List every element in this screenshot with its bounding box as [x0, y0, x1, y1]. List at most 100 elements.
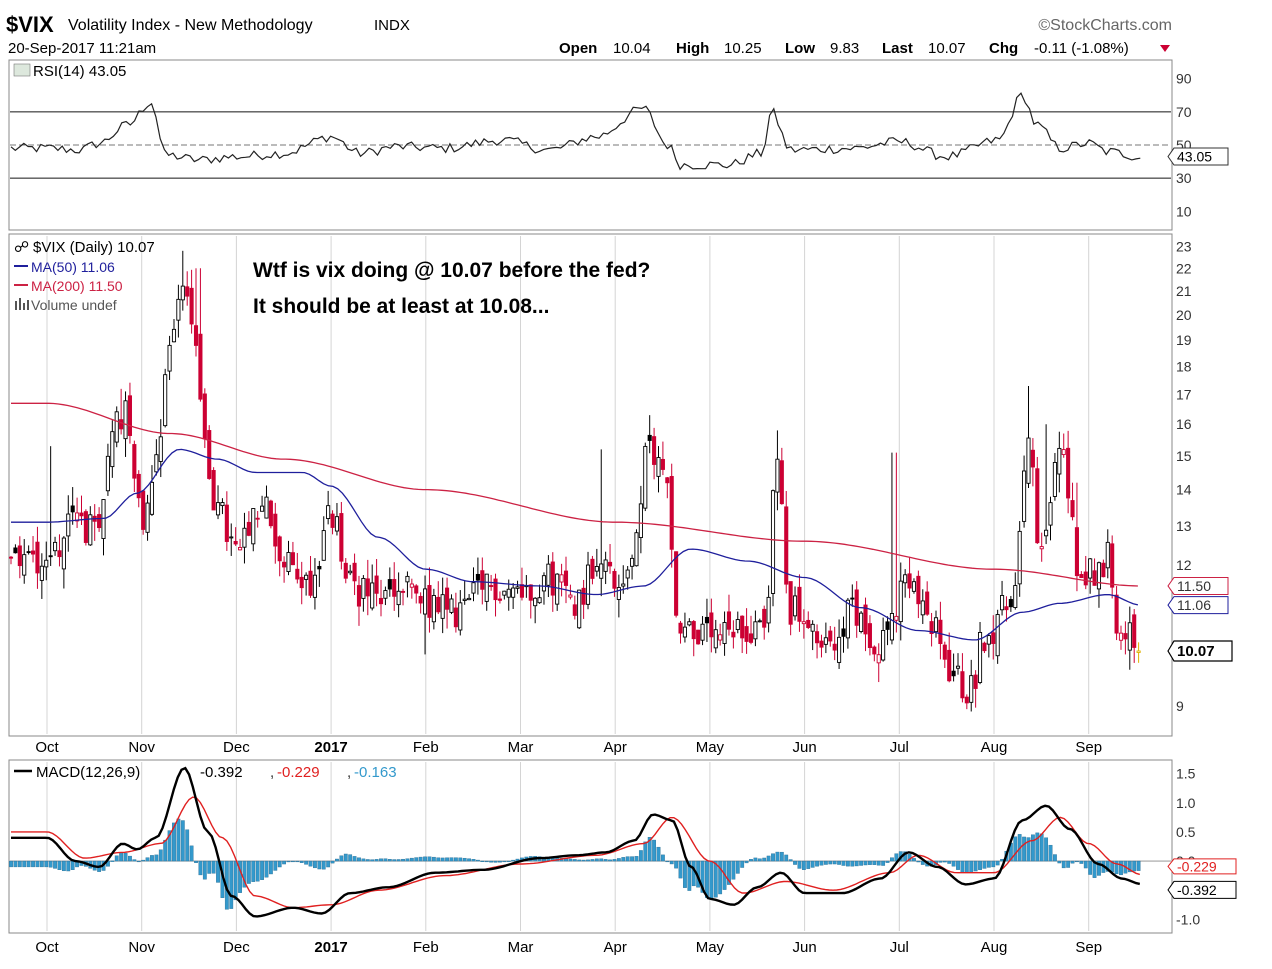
macd-histogram-bar [749, 859, 753, 862]
price-candle-body [775, 458, 780, 493]
macd-histogram-bar [991, 860, 996, 868]
macd-histogram-bar [343, 853, 348, 862]
macd-histogram-bar [1136, 860, 1141, 871]
price-candle-body [185, 286, 190, 297]
price-candle-body [308, 570, 313, 596]
price-candle-body [154, 454, 159, 473]
price-candle-body [581, 587, 586, 605]
macd-histogram-bar [577, 859, 582, 862]
price-candle-body [973, 674, 978, 689]
price-candle-body [290, 552, 295, 566]
macd-histogram-bar [335, 858, 339, 862]
rsi-tick-label: 10 [1176, 203, 1192, 219]
price-candle-body [132, 444, 137, 479]
macd-histogram-bar [141, 859, 146, 862]
macd-histogram-bar [683, 860, 687, 888]
price-candle-body [361, 577, 366, 599]
price-candle-body [784, 506, 789, 585]
price-tick-label: 18 [1176, 359, 1192, 375]
price-candle-body [88, 514, 93, 546]
macd-histogram-bar [691, 860, 696, 887]
macd-histogram-bar [493, 860, 498, 863]
price-candle-body [731, 631, 736, 638]
macd-histogram-bar [251, 860, 256, 882]
macd-histogram-bar [625, 856, 630, 862]
macd-histogram-bar [740, 860, 745, 868]
price-candle-body [511, 587, 516, 598]
macd-histogram-bar [70, 860, 75, 870]
price-candle-body [964, 696, 969, 704]
price-candle-body [141, 490, 146, 530]
macd-histogram-bar [621, 857, 626, 862]
price-last-tag: 10.07 [1167, 640, 1233, 662]
macd-histogram-bar [330, 860, 335, 864]
macd-histogram-bar [145, 857, 150, 862]
macd-histogram-bar [1079, 860, 1084, 864]
price-candle-body [696, 629, 701, 645]
price-candle-body [1035, 468, 1040, 544]
macd-histogram-bar [951, 860, 956, 867]
macd-histogram-bar [881, 860, 886, 866]
price-candle-body [202, 393, 207, 440]
price-candle-body [304, 574, 309, 580]
price-candle-body [920, 600, 925, 616]
price-candle-body [365, 578, 370, 597]
price-candle-body [260, 505, 265, 512]
price-candle-body [630, 557, 635, 567]
rsi-indicator-icon [13, 63, 31, 77]
macd-histogram-bar [396, 859, 401, 862]
macd-histogram-bar [942, 860, 947, 863]
price-candle-body [1039, 546, 1044, 550]
price-candle-body [1088, 558, 1093, 579]
price-candle-body [158, 436, 163, 462]
price-candle-body [409, 583, 414, 588]
price-candle-body [176, 298, 181, 321]
price-candle-body [383, 590, 388, 599]
macd-histogram-bar [61, 860, 66, 872]
x-axis-month-label: Aug [981, 939, 1008, 956]
price-candle-body [590, 558, 595, 579]
price-candle-body [647, 434, 652, 441]
x-axis-month-label: Jun [793, 739, 817, 756]
macd-signal-last-value: -0.229 [1177, 858, 1217, 874]
price-candle-body [568, 594, 573, 598]
price-candle-body [665, 477, 670, 484]
price-candle-body [1013, 585, 1018, 608]
price-candle-body [541, 575, 547, 592]
macd-histogram-bar [656, 846, 661, 862]
macd-histogram-bar [832, 860, 837, 865]
macd-histogram-bar [810, 860, 815, 868]
price-candle-body [370, 582, 375, 609]
chg-label: Chg [989, 40, 1018, 57]
price-candle-body [726, 611, 732, 630]
price-candle-body [1000, 595, 1005, 611]
x-axis-month-label: Sep [1075, 739, 1102, 756]
macd-histogram-bar [286, 860, 291, 863]
price-candle-body [220, 502, 225, 507]
price-candle-body [951, 670, 956, 677]
macd-histogram-bar [506, 860, 511, 863]
price-candle-body [616, 587, 621, 600]
price-candle-body [97, 514, 102, 529]
price-candle-body [1008, 599, 1013, 608]
macd-histogram-bar [678, 860, 683, 879]
macd-histogram-bar [718, 860, 723, 895]
macd-histogram-bar [1061, 860, 1066, 869]
macd-histogram-bar [947, 860, 952, 864]
price-candle-body [193, 325, 199, 346]
price-candle-body [599, 563, 604, 579]
macd-tick-label: -1.0 [1176, 911, 1200, 927]
macd-histogram-bar [313, 860, 317, 869]
price-candle-body [1132, 614, 1137, 648]
macd-histogram-bar [352, 856, 357, 862]
price-candle-body [669, 476, 674, 550]
macd-legend-name: MACD(12,26,9) [36, 764, 140, 781]
macd-histogram-bar [26, 860, 31, 868]
macd-histogram-bar [449, 857, 454, 862]
price-candle-body [53, 541, 58, 552]
macd-histogram-bar [969, 860, 974, 873]
macd-histogram-bar [357, 857, 361, 862]
macd-histogram-bar [806, 860, 811, 869]
macd-histogram-bar [295, 860, 300, 863]
